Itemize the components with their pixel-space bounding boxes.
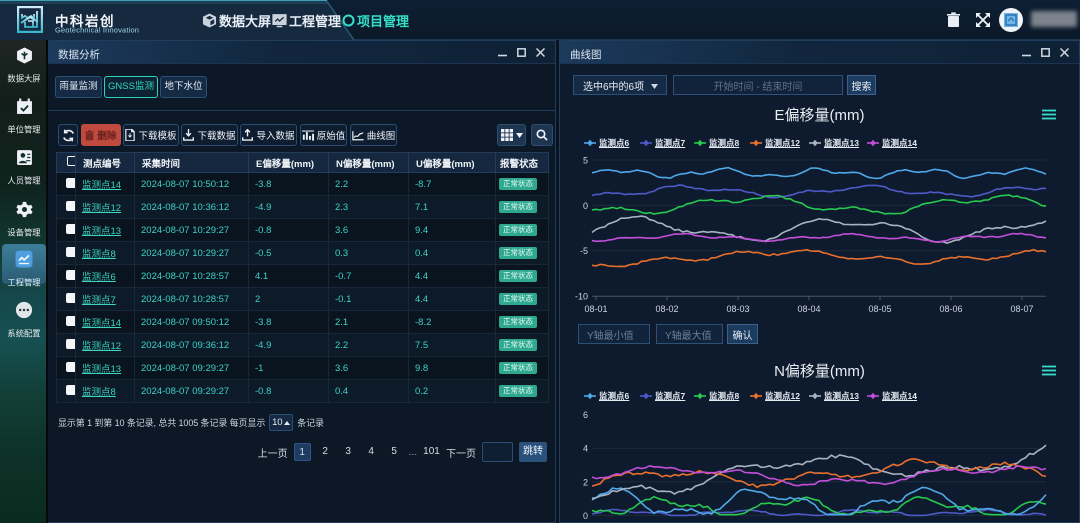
- svg-text:08-06: 08-06: [939, 304, 962, 314]
- svg-text:0: 0: [583, 511, 588, 521]
- svg-text:08-03: 08-03: [726, 304, 749, 314]
- svg-text:08-07: 08-07: [1010, 304, 1033, 314]
- svg-text:08-04: 08-04: [797, 304, 820, 314]
- svg-text:0: 0: [583, 201, 588, 211]
- svg-text:6: 6: [583, 410, 588, 420]
- svg-text:2: 2: [583, 477, 588, 487]
- svg-text:-10: -10: [575, 292, 588, 302]
- svg-text:5: 5: [583, 156, 588, 166]
- svg-text:08-01: 08-01: [584, 304, 607, 314]
- svg-text:08-05: 08-05: [868, 304, 891, 314]
- svg-text:-5: -5: [580, 246, 588, 256]
- svg-text:08-02: 08-02: [655, 304, 678, 314]
- svg-text:4: 4: [583, 444, 588, 454]
